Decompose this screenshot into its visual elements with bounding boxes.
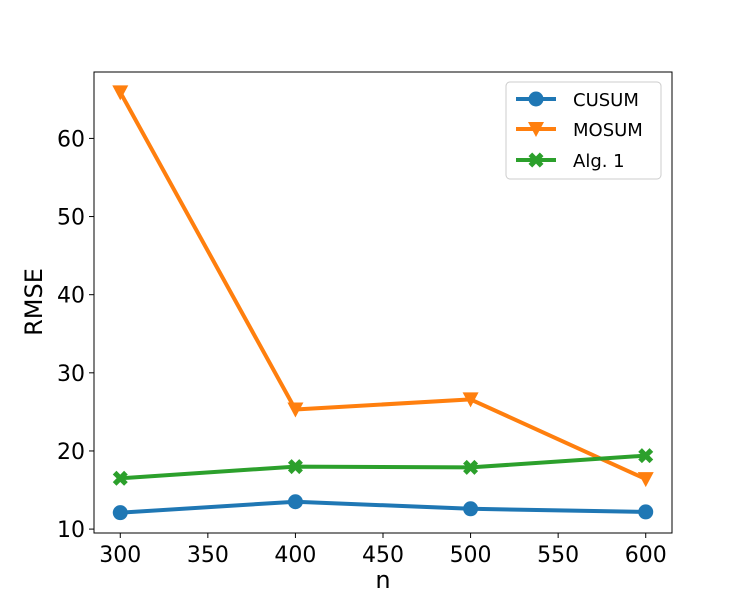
y-tick-label: 10 [57, 518, 85, 543]
series-layer [112, 85, 654, 521]
x-tick-label: 600 [625, 543, 667, 568]
data-point-mosum [462, 392, 479, 408]
y-tick-label: 40 [57, 284, 85, 309]
data-point-alg1 [287, 459, 303, 475]
x-tick-label: 400 [274, 543, 316, 568]
y-tick-label: 30 [57, 362, 85, 387]
y-tick-label: 50 [57, 206, 85, 231]
x-axis-label: n [375, 566, 390, 594]
data-point-cusum [638, 504, 654, 520]
legend-marker-mosum [528, 122, 544, 137]
data-point-mosum [287, 402, 304, 418]
x-tick-label: 350 [187, 543, 229, 568]
x-tick-label: 450 [362, 543, 404, 568]
series-line-alg1 [120, 453, 646, 481]
data-point-cusum [287, 494, 303, 510]
legend-marker-alg1 [528, 152, 544, 168]
data-point-cusum [112, 505, 128, 521]
legend-marker-cusum [528, 91, 544, 107]
data-point-alg1 [463, 459, 479, 475]
data-point-cusum [463, 501, 479, 517]
legend-label-mosum: MOSUM [573, 120, 643, 141]
x-tick-label: 300 [99, 543, 141, 568]
legend-label-cusum: CUSUM [573, 90, 639, 111]
data-point-alg1 [638, 448, 654, 464]
legend: CUSUM MOSUM Alg. 1 [505, 81, 662, 180]
ticks-layer: 300 350 400 450 500 550 600 10 20 30 40 50 60 [57, 127, 667, 568]
y-tick-label: 20 [57, 440, 85, 465]
series-line-mosum [118, 91, 647, 481]
y-tick-label: 60 [57, 127, 85, 152]
series-line-cusum [120, 499, 646, 515]
data-point-alg1 [112, 470, 128, 486]
legend-box [505, 81, 662, 180]
y-axis-label: RMSE [20, 268, 48, 336]
x-tick-label: 550 [537, 543, 579, 568]
data-point-mosum [637, 472, 654, 488]
legend-label-alg1: Alg. 1 [573, 151, 625, 172]
x-tick-label: 500 [450, 543, 492, 568]
data-point-mosum [112, 85, 129, 101]
